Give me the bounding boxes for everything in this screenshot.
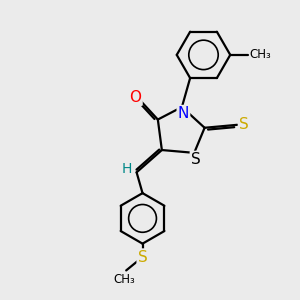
Text: S: S (239, 117, 249, 132)
Text: S: S (191, 152, 201, 167)
Text: CH₃: CH₃ (114, 273, 136, 286)
Text: N: N (178, 106, 189, 121)
Text: O: O (130, 90, 142, 105)
Text: S: S (138, 250, 147, 265)
Text: H: H (122, 162, 132, 176)
Text: CH₃: CH₃ (250, 48, 271, 62)
